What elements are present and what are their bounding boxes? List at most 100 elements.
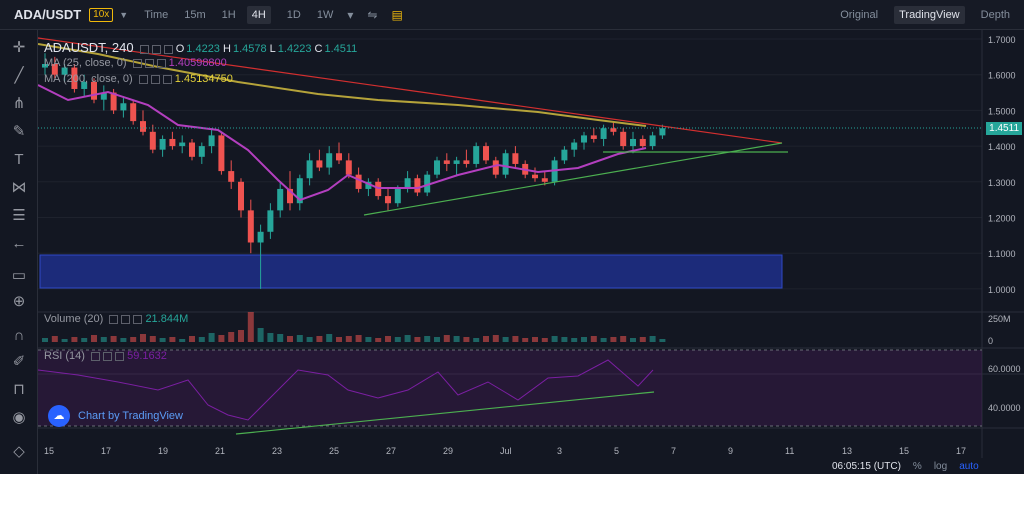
candle-body (434, 160, 440, 175)
back-arrow-icon[interactable]: ← (11, 235, 27, 252)
view-original[interactable]: Original (840, 9, 879, 21)
candle-body (345, 160, 352, 175)
volume-bar (443, 335, 450, 342)
volume-bar (277, 334, 284, 342)
candle-body (355, 174, 362, 189)
ma25-settings-icon[interactable] (144, 58, 154, 68)
volume-bar (502, 337, 509, 342)
rsi-settings-icon[interactable] (103, 351, 113, 361)
time-tick-label: 17 (956, 446, 966, 456)
rsi-tick-label: 60.0000 (988, 364, 1021, 374)
trading-app: ADA/USDT 10x ▼ Time 15m 1H 4H 1D 1W ▾ ⇋ … (0, 0, 1024, 474)
volume-bar (198, 337, 205, 342)
log-toggle[interactable]: log (933, 460, 948, 472)
rsi-eye-icon[interactable] (91, 351, 101, 361)
eye-icon[interactable]: ◉ (12, 409, 26, 426)
price-tick-label: 1.1000 (988, 249, 1016, 259)
crosshair-icon[interactable]: ✛ (12, 39, 26, 56)
pair-dropdown-icon[interactable]: ▼ (119, 9, 129, 20)
ma25-eye-icon[interactable] (132, 58, 142, 68)
volume-eye-icon[interactable] (109, 314, 119, 324)
interval-1d[interactable]: 1D (286, 8, 301, 21)
rsi-tick-label: 40.0000 (988, 403, 1021, 413)
auto-toggle[interactable]: auto (959, 460, 979, 472)
candle-body (639, 138, 646, 147)
volume-bar (71, 337, 78, 342)
legend-close-icon[interactable] (163, 44, 173, 54)
brush-icon[interactable]: ✎ (12, 123, 26, 140)
settings-icon[interactable]: ▤ (391, 7, 403, 22)
view-tradingview[interactable]: TradingView (894, 6, 965, 24)
ma200-close-icon[interactable] (162, 74, 172, 84)
volume-bar (541, 338, 548, 342)
volume-bar (81, 338, 88, 342)
candle-body (630, 138, 636, 147)
high-value: 1.4578 (232, 43, 267, 55)
volume-bar (238, 330, 244, 342)
magnet-icon[interactable]: ∩ (13, 327, 25, 344)
fib-icon[interactable]: ☰ (12, 207, 26, 224)
low-value: 1.4223 (277, 43, 312, 55)
pattern-icon[interactable]: ⋈ (11, 179, 27, 196)
ma200-eye-icon[interactable] (138, 74, 148, 84)
lock-drawings-icon[interactable]: ✐ (12, 353, 26, 370)
leverage-badge: 10x (89, 7, 114, 22)
zoom-icon[interactable]: ⊕ (12, 293, 26, 310)
price-chart[interactable]: 1.7000 1.6000 1.5000 1.4000 1.3000 1.2000 1.10… (38, 30, 1024, 458)
candle-body (473, 146, 480, 164)
ruler-icon[interactable]: ▭ (11, 267, 27, 284)
candle-body (140, 121, 146, 132)
volume-bar (306, 337, 313, 342)
legend-settings-icon[interactable] (151, 44, 161, 54)
price-tick-label: 1.0000 (988, 285, 1016, 295)
candle-body (620, 131, 627, 147)
candle-body (316, 160, 323, 168)
volume-bar (639, 337, 646, 342)
volume-bar (336, 337, 342, 342)
volume-bar (492, 335, 499, 342)
candle-body (149, 131, 156, 150)
percent-toggle[interactable]: % (912, 460, 922, 472)
candle-body (277, 188, 284, 211)
interval-1w[interactable]: 1W (316, 8, 334, 21)
interval-dropdown-icon[interactable]: ▾ (347, 7, 354, 22)
pitchfork-icon[interactable]: ⋔ (12, 95, 26, 112)
time-tick-label: 3 (557, 446, 562, 456)
ma25-close-icon[interactable] (156, 58, 166, 68)
ma200-settings-icon[interactable] (150, 74, 160, 84)
volume-close-icon[interactable] (133, 314, 143, 324)
candle-body (91, 81, 97, 100)
interval-4h[interactable]: 4H (246, 5, 271, 24)
volume-bar (91, 335, 97, 342)
volume-bar (404, 335, 411, 342)
indicators-icon[interactable]: ⇋ (367, 7, 378, 22)
volume-settings-icon[interactable] (121, 314, 131, 324)
text-icon[interactable]: T (14, 151, 24, 168)
candle-body (443, 160, 450, 164)
volume-bar (571, 338, 578, 342)
pair-title[interactable]: ADA/USDT (14, 7, 82, 22)
interval-time[interactable]: Time (144, 8, 169, 21)
rsi-legend: RSI (14) 59.1632 (44, 350, 167, 362)
volume-bar (345, 336, 352, 342)
candle-body (228, 171, 235, 182)
volume-bar (287, 336, 293, 342)
candle-body (169, 138, 176, 147)
legend-eye-icon[interactable] (139, 44, 149, 54)
close-label: C (314, 43, 323, 55)
volume-bar (649, 336, 656, 342)
tradingview-brand[interactable]: ☁ Chart by TradingView (48, 405, 183, 427)
trendline-icon[interactable]: ╱ (14, 67, 24, 84)
status-bar: 06:05:15 (UTC) % log auto (820, 458, 979, 474)
unlock-icon[interactable]: ⊓ (13, 381, 25, 398)
candle-body (404, 178, 411, 189)
view-depth[interactable]: Depth (980, 9, 1010, 21)
rsi-close-icon[interactable] (115, 351, 125, 361)
interval-15m[interactable]: 15m (184, 8, 206, 21)
view-switcher: Original TradingView Depth (824, 0, 1010, 30)
volume-bar (375, 338, 382, 342)
interval-1h[interactable]: 1H (221, 8, 236, 21)
volume-bar (51, 336, 58, 342)
layers-icon[interactable]: ◇ (13, 443, 25, 460)
time-tick-label: 11 (785, 446, 794, 456)
